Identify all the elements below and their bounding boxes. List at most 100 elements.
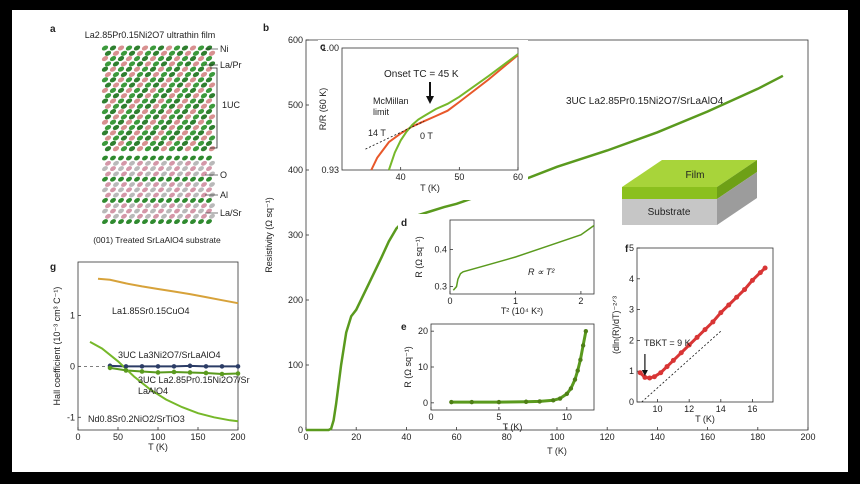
film-atom bbox=[149, 56, 157, 62]
panel-e-label: e bbox=[401, 322, 407, 333]
f-data-point bbox=[742, 287, 748, 293]
film-atom bbox=[168, 50, 176, 56]
film-atom bbox=[104, 82, 112, 88]
film-atom bbox=[109, 66, 117, 72]
film-atom bbox=[117, 56, 125, 62]
film-atom bbox=[181, 119, 189, 125]
e-data-point bbox=[578, 357, 583, 363]
film-atom bbox=[157, 87, 165, 93]
film-atom bbox=[208, 124, 216, 131]
g-xtick-label: 200 bbox=[230, 432, 245, 442]
film-atom bbox=[101, 109, 109, 115]
film-atom bbox=[141, 119, 149, 125]
film-atom bbox=[104, 146, 112, 152]
film-atom bbox=[192, 103, 200, 109]
crystal-structure bbox=[101, 45, 216, 225]
film-atom bbox=[165, 66, 173, 72]
f-data-point bbox=[702, 327, 708, 333]
film-atom bbox=[109, 140, 117, 146]
substrate-caption: (001) Treated SrLaAlO4 substrate bbox=[93, 235, 221, 245]
film-atom bbox=[117, 140, 125, 146]
film-atom bbox=[128, 146, 136, 152]
b-xtick-label: 80 bbox=[502, 432, 512, 442]
atom-label: Ni bbox=[220, 44, 229, 54]
substrate-atom bbox=[161, 160, 167, 166]
f-ytick-label: 5 bbox=[629, 243, 634, 253]
film-atom bbox=[165, 87, 173, 93]
c-onset-arrowhead bbox=[426, 96, 434, 104]
substrate-side-face bbox=[717, 172, 757, 225]
substrate-atom bbox=[145, 203, 151, 209]
film-atom bbox=[120, 50, 128, 56]
film-atom bbox=[133, 130, 141, 136]
c-xlabel: T (K) bbox=[420, 183, 440, 193]
substrate-atom bbox=[105, 192, 111, 198]
film-atom bbox=[120, 93, 128, 99]
film-atom bbox=[144, 103, 152, 109]
film-atom bbox=[125, 130, 133, 136]
film-atom bbox=[168, 124, 176, 131]
film-atom bbox=[181, 98, 189, 104]
substrate-atom bbox=[190, 166, 196, 172]
film-atom bbox=[173, 56, 181, 62]
film-atom bbox=[109, 56, 117, 62]
substrate-atom bbox=[174, 208, 180, 214]
substrate-atom bbox=[182, 219, 188, 225]
substrate-atom bbox=[134, 155, 140, 161]
film-atom bbox=[133, 98, 141, 104]
film-atom bbox=[176, 146, 184, 152]
substrate-atom bbox=[150, 166, 156, 172]
panel-c-background bbox=[318, 40, 528, 200]
film-atom bbox=[141, 56, 149, 62]
substrate-atom bbox=[153, 171, 159, 177]
substrate-atom bbox=[166, 219, 172, 225]
substrate-atom bbox=[142, 208, 148, 214]
substrate-atom bbox=[177, 160, 183, 166]
substrate-atom bbox=[134, 187, 140, 193]
film-atom bbox=[128, 135, 136, 141]
film-atom bbox=[181, 109, 189, 115]
panel-f-label: f bbox=[625, 244, 629, 255]
film-atom bbox=[157, 98, 165, 104]
c-xtick-label: 60 bbox=[513, 172, 523, 182]
g-data-point bbox=[107, 365, 113, 371]
film-atom bbox=[104, 50, 112, 56]
film-atom bbox=[141, 77, 149, 83]
film-atom bbox=[176, 82, 184, 88]
substrate-atom bbox=[137, 192, 143, 198]
film-atom bbox=[112, 124, 120, 131]
f-data-point bbox=[762, 265, 768, 271]
f-data-point bbox=[658, 370, 664, 376]
film-atom bbox=[181, 45, 189, 51]
film-atom bbox=[104, 135, 112, 141]
e-data-point bbox=[469, 399, 474, 405]
film-atom bbox=[173, 109, 181, 115]
b-ytick-label: 400 bbox=[288, 165, 303, 175]
film-atom bbox=[104, 103, 112, 109]
film-atom bbox=[117, 130, 125, 136]
f-xtick-label: 12 bbox=[684, 404, 694, 414]
film-atom bbox=[168, 82, 176, 88]
f-data-point bbox=[734, 294, 740, 300]
film-atom bbox=[109, 77, 117, 83]
film-atom bbox=[117, 119, 125, 125]
substrate-atom bbox=[169, 213, 175, 219]
film-atom bbox=[152, 135, 160, 141]
substrate-atom bbox=[134, 176, 140, 182]
film-atom bbox=[128, 82, 136, 88]
film-atom bbox=[101, 140, 109, 146]
film-atom bbox=[205, 140, 213, 146]
b-ytick-label: 600 bbox=[288, 35, 303, 45]
film-atom bbox=[152, 61, 160, 67]
film-atom bbox=[128, 50, 136, 56]
film-atom bbox=[117, 109, 125, 115]
e-data-point bbox=[575, 368, 580, 373]
film-atom bbox=[136, 135, 144, 141]
substrate-atom bbox=[129, 192, 135, 198]
substrate-atom bbox=[185, 203, 191, 209]
substrate-atom bbox=[142, 219, 148, 225]
substrate-atom bbox=[137, 213, 143, 219]
b-ytick-label: 200 bbox=[288, 295, 303, 305]
film-atom bbox=[176, 50, 184, 56]
